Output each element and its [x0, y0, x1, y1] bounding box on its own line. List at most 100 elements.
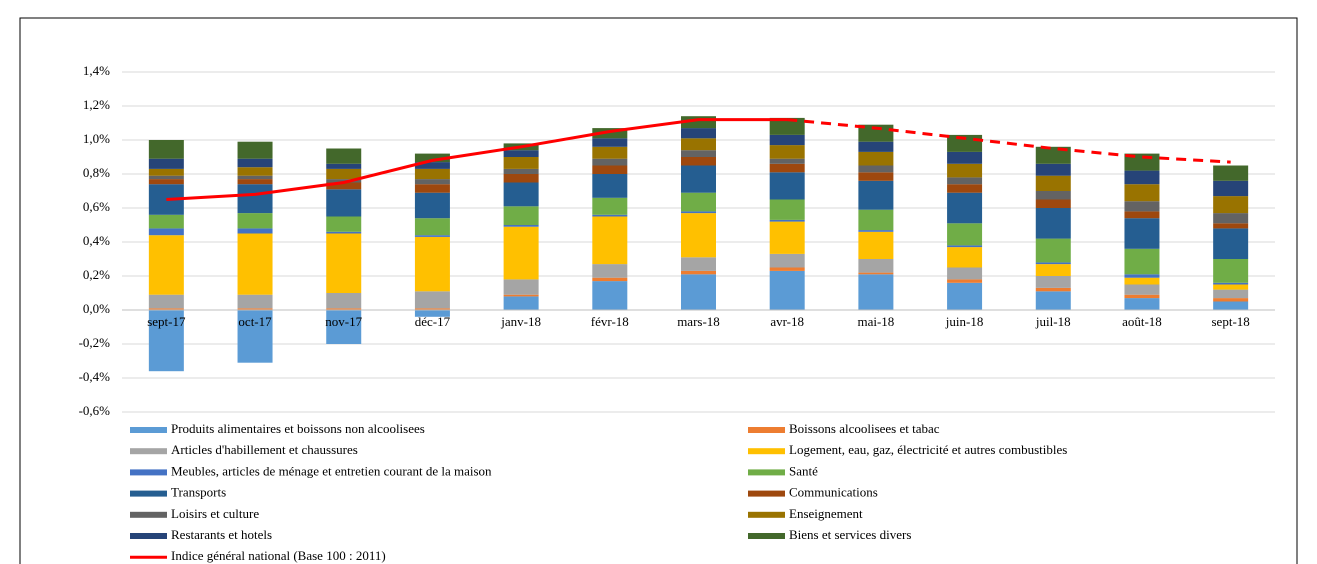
bar-segment	[769, 117, 805, 135]
legend-label: Produits alimentaires et boissons non al…	[171, 421, 425, 436]
legend-swatch	[130, 469, 167, 476]
bar-segment	[237, 308, 273, 310]
bar-segment	[769, 158, 805, 164]
bar-segment	[592, 197, 628, 215]
bar-segment	[769, 267, 805, 271]
bar-segment	[681, 257, 716, 271]
bar-segment	[858, 180, 894, 210]
y-tick-label: -0,6%	[79, 403, 111, 418]
legend-label: Restarants et hotels	[171, 527, 272, 542]
bar-segment	[947, 177, 983, 185]
legend-label: Logement, eau, gaz, électricité et autre…	[789, 442, 1067, 457]
legend-swatch	[130, 511, 167, 518]
bar-segment	[237, 179, 273, 185]
bar-segment	[1035, 199, 1071, 208]
bar-segment	[326, 293, 362, 309]
bar-segment	[1124, 294, 1160, 299]
bar-segment	[681, 274, 716, 310]
bar-segment	[681, 165, 716, 193]
bar-segment	[1035, 291, 1071, 310]
bar-segment	[592, 165, 628, 174]
bar-segment	[1124, 211, 1160, 219]
bar-segment	[769, 219, 805, 222]
legend-label: Loisirs et culture	[171, 506, 259, 521]
x-tick-label: nov-17	[325, 314, 362, 329]
bar-segment	[769, 145, 805, 159]
bar-segment	[592, 146, 628, 159]
bar-segment	[681, 211, 716, 214]
bar-segment	[947, 267, 983, 280]
bar-segment	[1035, 264, 1071, 276]
bar-segment	[148, 235, 184, 295]
bar-segment	[1213, 284, 1249, 290]
bar-segment	[148, 168, 184, 176]
bar-segment	[237, 158, 273, 168]
bar-segment	[1124, 274, 1160, 278]
bar-segment	[681, 270, 716, 275]
bar-segment	[326, 310, 362, 344]
legend-swatch	[130, 490, 167, 497]
bar-segment	[1124, 201, 1160, 212]
bar-segment	[326, 163, 362, 169]
bar-segment	[947, 247, 983, 268]
bar-segment	[503, 150, 539, 157]
legend-swatch	[748, 511, 785, 518]
bar-segment	[326, 216, 362, 232]
bar-segment	[1213, 298, 1249, 302]
bar-segment	[503, 294, 539, 297]
y-tick-label: -0,4%	[79, 369, 111, 384]
bar-segment	[1213, 228, 1249, 259]
line	[166, 118, 788, 201]
bar-segment	[148, 228, 184, 236]
bar-segment	[1124, 170, 1160, 185]
bar-segment	[1035, 191, 1071, 200]
bar-segment	[326, 148, 362, 164]
bar-segment	[414, 153, 450, 163]
bar-segment	[947, 282, 983, 310]
legend-swatch	[130, 533, 167, 539]
bar-segment	[237, 175, 273, 180]
x-tick-label: oct-17	[238, 314, 272, 329]
bar-segment	[148, 158, 184, 169]
bar-segment	[414, 235, 450, 237]
x-tick-label: juin-18	[945, 314, 984, 329]
bar-segment	[1213, 213, 1249, 224]
bar-segment	[858, 259, 894, 273]
bar-segment	[947, 151, 983, 164]
y-tick-label: 1,2%	[83, 97, 110, 112]
legend-label: Boissons alcoolisees et tabac	[789, 421, 940, 436]
bar-segment	[148, 310, 184, 372]
bar-segment	[947, 279, 983, 283]
bar-segment	[769, 253, 805, 268]
bar-segment	[1035, 238, 1071, 263]
bar-segment	[592, 174, 628, 198]
bar-segment	[148, 214, 184, 229]
x-tick-label: janv-18	[500, 314, 541, 329]
bar-segment	[858, 272, 894, 275]
bar-segment	[237, 233, 273, 295]
bar-segment	[858, 230, 894, 232]
bar-segment	[1124, 284, 1160, 295]
bar-segment	[858, 151, 894, 166]
bar-segment	[681, 150, 716, 157]
legend-swatch	[748, 448, 785, 455]
bar-segment	[592, 128, 628, 139]
legend-swatch	[748, 490, 785, 497]
y-tick-label: 1,4%	[83, 63, 110, 78]
legend-label: Enseignement	[789, 506, 863, 521]
bar-segment	[503, 225, 539, 227]
bar-segment	[1124, 298, 1160, 310]
legend-swatch	[748, 533, 785, 539]
bar-segment	[503, 174, 539, 183]
bar-segment	[237, 213, 273, 229]
bar-segment	[769, 163, 805, 173]
legend-label: Articles d'habillement et chaussures	[171, 442, 358, 457]
bar-segment	[1124, 218, 1160, 249]
bar-segment	[1035, 276, 1071, 288]
bar-segment	[858, 209, 894, 231]
x-tick-label: avr-18	[770, 314, 804, 329]
bar-segment	[769, 270, 805, 310]
bar-segment	[681, 128, 716, 139]
legend-swatch	[130, 448, 167, 455]
legend-label: Transports	[171, 485, 226, 500]
